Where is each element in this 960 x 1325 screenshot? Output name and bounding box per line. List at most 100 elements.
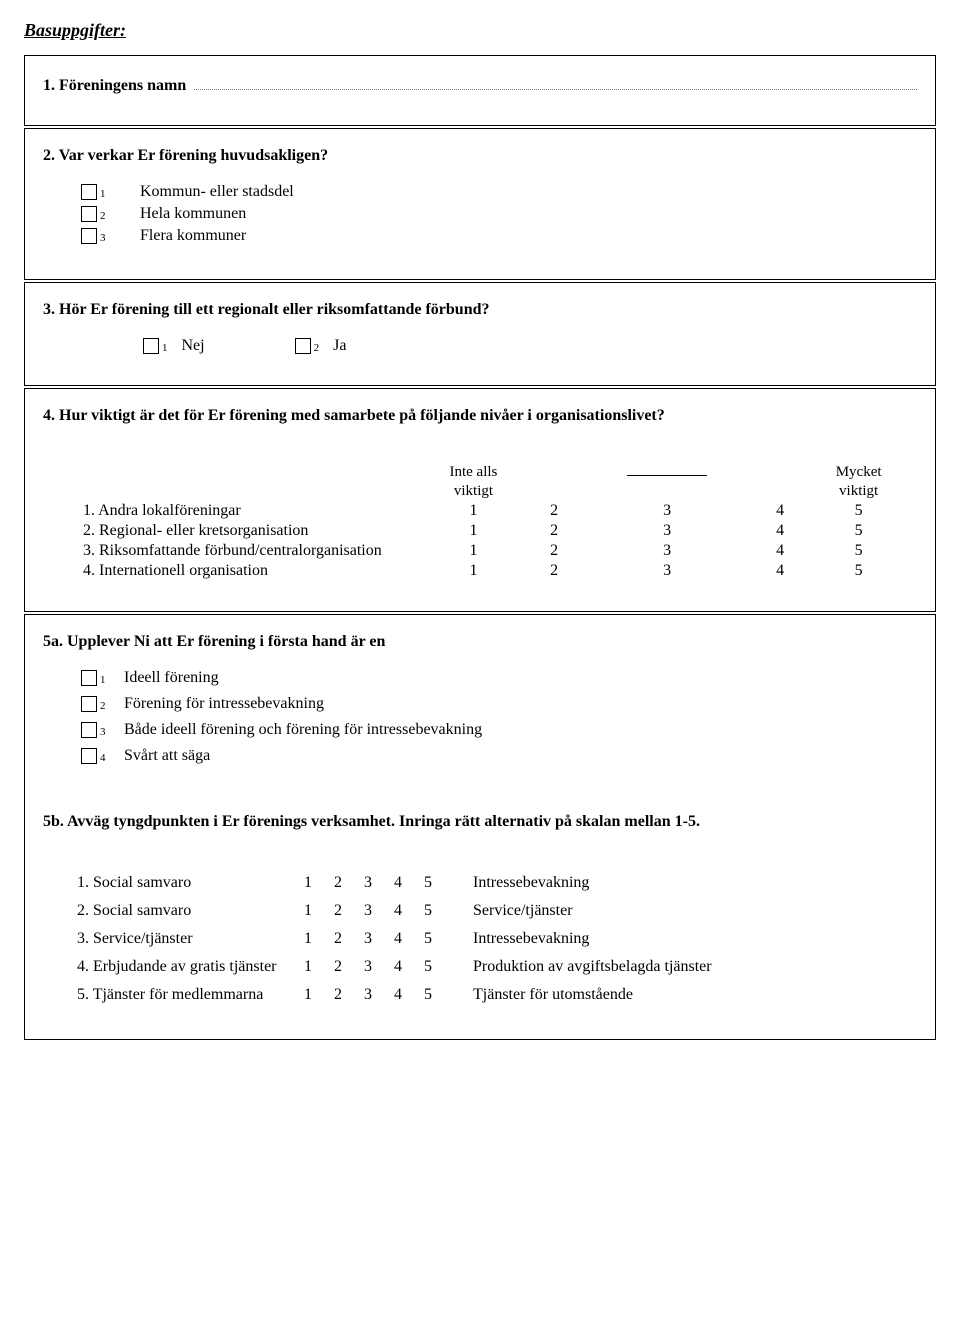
q5b-scale-cell[interactable]: 5 bbox=[413, 869, 443, 897]
q5b-right-label: Tjänster för utomstående bbox=[443, 981, 917, 1009]
q5a-option: 1 Ideell förening bbox=[81, 669, 917, 687]
q5b-scale-cell[interactable]: 5 bbox=[413, 953, 443, 981]
q2-option: 1Kommun- eller stadsdel bbox=[81, 183, 917, 201]
q5a-option: 2Förening för intressebevakning bbox=[81, 695, 917, 713]
q2-option: 2Hela kommunen bbox=[81, 205, 917, 223]
q4-scale-cell[interactable]: 1 bbox=[413, 541, 534, 561]
checkbox-icon[interactable] bbox=[81, 722, 97, 738]
q4-title: 4. Hur viktigt är det för Er förening me… bbox=[43, 407, 917, 425]
q4-scale-cell[interactable]: 4 bbox=[760, 541, 800, 561]
q4-scale-cell[interactable]: 2 bbox=[534, 521, 574, 541]
checkbox-icon[interactable] bbox=[81, 184, 97, 200]
q5b-scale-cell[interactable]: 3 bbox=[353, 953, 383, 981]
option-number: 3 bbox=[100, 722, 110, 738]
q5b-scale-cell[interactable]: 1 bbox=[293, 897, 323, 925]
q4-scale-cell[interactable]: 2 bbox=[534, 561, 574, 581]
q4-scale-cell[interactable]: 4 bbox=[760, 501, 800, 521]
q5b-scale-cell[interactable]: 4 bbox=[383, 869, 413, 897]
q5b-row: 4. Erbjudande av gratis tjänster12345Pro… bbox=[43, 953, 917, 981]
q5a-option: 3Både ideell förening och förening för i… bbox=[81, 721, 917, 739]
q5b-scale-cell[interactable]: 1 bbox=[293, 925, 323, 953]
q4-hdr-left-top: Inte alls bbox=[449, 464, 497, 480]
q5a-option: 4 Svårt att säga bbox=[81, 747, 917, 765]
q5b-scale-cell[interactable]: 4 bbox=[383, 897, 413, 925]
q5b-scale-cell[interactable]: 3 bbox=[353, 897, 383, 925]
q5b-scale-cell[interactable]: 3 bbox=[353, 869, 383, 897]
q5b-right-label: Produktion av avgiftsbelagda tjänster bbox=[443, 953, 917, 981]
q5b-scale-cell[interactable]: 5 bbox=[413, 981, 443, 1009]
q4-row-label: 1. Andra lokalföreningar bbox=[43, 501, 413, 521]
q4-scale-cell[interactable]: 4 bbox=[760, 561, 800, 581]
q5b-scale-cell[interactable]: 1 bbox=[293, 953, 323, 981]
q5b-scale-cell[interactable]: 2 bbox=[323, 981, 353, 1009]
q4-scale-cell[interactable]: 1 bbox=[413, 561, 534, 581]
q3-title: 3. Hör Er förening till ett regionalt el… bbox=[43, 301, 917, 319]
q4-hdr-arrow-line bbox=[627, 475, 707, 476]
q5b-scale-cell[interactable]: 5 bbox=[413, 897, 443, 925]
q4-scale-cell[interactable]: 5 bbox=[800, 521, 917, 541]
q4-scale-cell[interactable]: 1 bbox=[413, 501, 534, 521]
q4-hdr-right-bottom: viktigt bbox=[839, 483, 878, 499]
q4-scale-cell[interactable]: 1 bbox=[413, 521, 534, 541]
checkbox-icon[interactable] bbox=[81, 228, 97, 244]
q4-scale-cell[interactable]: 3 bbox=[574, 541, 760, 561]
q5b-row: 2. Social samvaro12345Service/tjänster bbox=[43, 897, 917, 925]
checkbox-icon[interactable] bbox=[295, 338, 311, 354]
option-number: 4 bbox=[100, 748, 110, 764]
checkbox-icon[interactable] bbox=[81, 748, 97, 764]
q5b-scale-cell[interactable]: 5 bbox=[413, 925, 443, 953]
q4-row-label: 4. Internationell organisation bbox=[43, 561, 413, 581]
q3-option: 1Nej bbox=[143, 337, 205, 355]
q4-scale-cell[interactable]: 3 bbox=[574, 501, 760, 521]
q4-scale-table: Inte alls Mycket viktigt viktigt 1. Andr… bbox=[43, 463, 917, 581]
q4-scale-cell[interactable]: 5 bbox=[800, 561, 917, 581]
option-label: Svårt att säga bbox=[124, 747, 210, 765]
q4-scale-cell[interactable]: 2 bbox=[534, 501, 574, 521]
q5b-scale-cell[interactable]: 2 bbox=[323, 953, 353, 981]
checkbox-icon[interactable] bbox=[81, 670, 97, 686]
q5b-title: 5b. Avväg tyngdpunkten i Er förenings ve… bbox=[43, 813, 917, 831]
q5b-scale-table: 1. Social samvaro12345Intressebevakning2… bbox=[43, 869, 917, 1009]
q5b-scale-cell[interactable]: 4 bbox=[383, 981, 413, 1009]
q5b-row: 3. Service/tjänster12345Intressebevaknin… bbox=[43, 925, 917, 953]
q4-scale-cell[interactable]: 2 bbox=[534, 541, 574, 561]
q5a-title: 5a. Upplever Ni att Er förening i första… bbox=[43, 633, 917, 651]
q4-scale-cell[interactable]: 3 bbox=[574, 521, 760, 541]
option-label: Ideell förening bbox=[124, 669, 219, 687]
checkbox-icon[interactable] bbox=[143, 338, 159, 354]
q5b-scale-cell[interactable]: 2 bbox=[323, 869, 353, 897]
question-1-box: 1. Föreningens namn bbox=[24, 55, 936, 126]
q4-scale-cell[interactable]: 5 bbox=[800, 541, 917, 561]
q5b-scale-cell[interactable]: 2 bbox=[323, 925, 353, 953]
checkbox-icon[interactable] bbox=[81, 696, 97, 712]
q4-row: 2. Regional- eller kretsorganisation1234… bbox=[43, 521, 917, 541]
q4-hdr-right-top: Mycket bbox=[836, 464, 882, 480]
q4-scale-cell[interactable]: 4 bbox=[760, 521, 800, 541]
q4-row: 3. Riksomfattande förbund/centralorganis… bbox=[43, 541, 917, 561]
q5b-scale-cell[interactable]: 3 bbox=[353, 981, 383, 1009]
checkbox-icon[interactable] bbox=[81, 206, 97, 222]
q1-label: 1. Föreningens namn bbox=[43, 77, 186, 95]
q5b-left-label: 4. Erbjudande av gratis tjänster bbox=[43, 953, 293, 981]
q4-hdr-left-bottom: viktigt bbox=[454, 483, 493, 499]
q2-option: 3Flera kommuner bbox=[81, 227, 917, 245]
q5b-left-label: 5. Tjänster för medlemmarna bbox=[43, 981, 293, 1009]
q4-scale-cell[interactable]: 3 bbox=[574, 561, 760, 581]
q4-scale-cell[interactable]: 5 bbox=[800, 501, 917, 521]
q5b-scale-cell[interactable]: 4 bbox=[383, 953, 413, 981]
q5b-right-label: Intressebevakning bbox=[443, 869, 917, 897]
q5b-scale-cell[interactable]: 1 bbox=[293, 981, 323, 1009]
q5b-scale-cell[interactable]: 1 bbox=[293, 869, 323, 897]
option-number: 1 bbox=[100, 670, 110, 686]
option-number: 2 bbox=[314, 338, 320, 354]
q4-row: 1. Andra lokalföreningar12345 bbox=[43, 501, 917, 521]
option-number: 1 bbox=[100, 184, 110, 200]
q1-input-line[interactable] bbox=[194, 74, 917, 90]
q4-row-label: 3. Riksomfattande förbund/centralorganis… bbox=[43, 541, 413, 561]
q5b-scale-cell[interactable]: 4 bbox=[383, 925, 413, 953]
q5b-scale-cell[interactable]: 3 bbox=[353, 925, 383, 953]
q5b-scale-cell[interactable]: 2 bbox=[323, 897, 353, 925]
option-label: Hela kommunen bbox=[140, 205, 246, 223]
option-number: 1 bbox=[162, 338, 168, 354]
option-number: 3 bbox=[100, 228, 110, 244]
